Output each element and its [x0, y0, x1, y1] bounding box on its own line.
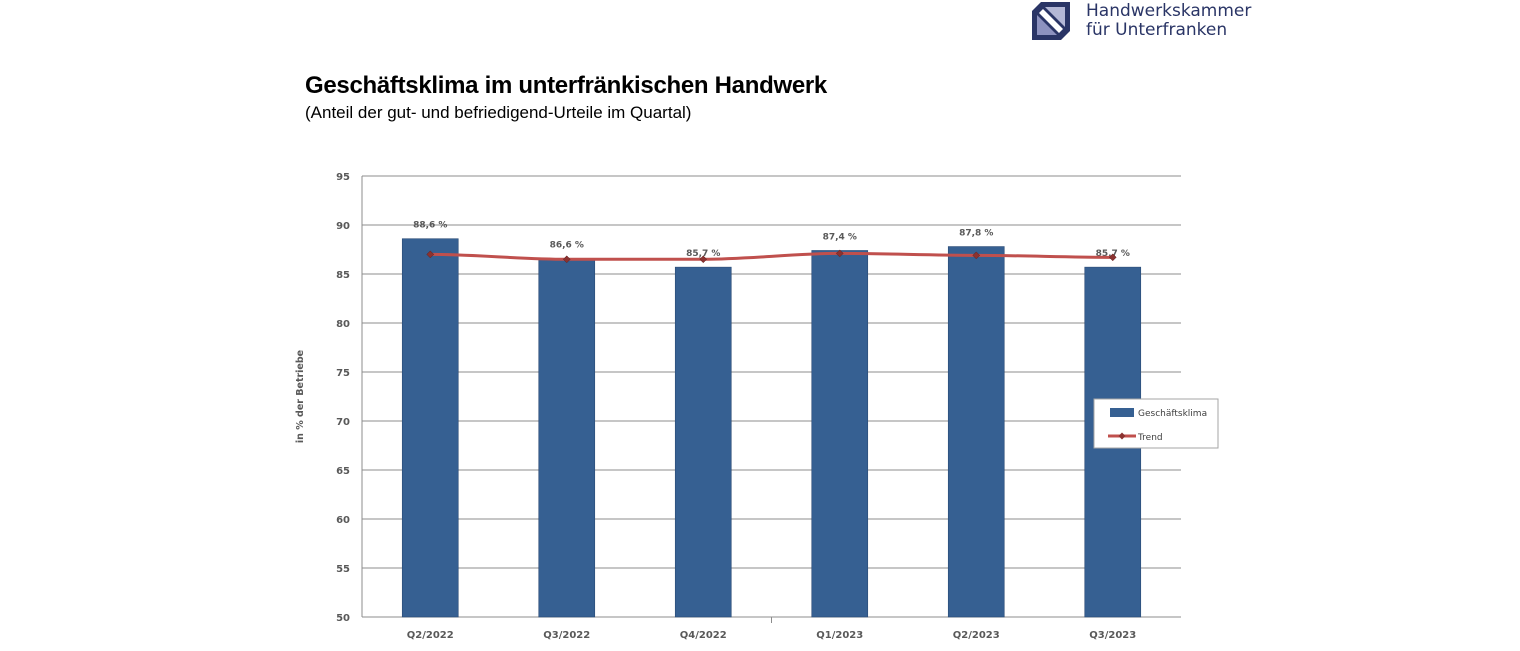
bar	[401, 238, 459, 618]
bar	[538, 258, 596, 618]
y-tick-label: 85	[336, 270, 350, 281]
y-tick-label: 60	[336, 515, 350, 526]
handwerkskammer-logo-icon	[1032, 2, 1070, 40]
chart-title: Geschäftsklima im unterfränkischen Handw…	[305, 72, 827, 99]
trend-line	[430, 251, 1113, 261]
trend-point	[1108, 253, 1117, 262]
legend-swatch-bar	[1110, 408, 1134, 417]
trend-point	[562, 255, 571, 264]
x-tick-label: Q1/2023	[816, 630, 863, 641]
legend-label-line: Trend	[1137, 433, 1163, 443]
y-tick-label: 65	[336, 466, 350, 477]
y-tick-label: 90	[336, 221, 350, 232]
y-tick-label: 80	[336, 319, 350, 330]
bar	[811, 250, 869, 618]
data-label: 86,6 %	[550, 240, 584, 250]
legend-label-bar: Geschäftsklima	[1138, 409, 1207, 419]
bar	[947, 246, 1005, 618]
logo-line-1: Handwerkskammer	[1086, 1, 1252, 21]
x-tick-label: Q3/2022	[543, 630, 590, 641]
legend-box	[1093, 398, 1219, 449]
y-tick-label: 50	[336, 613, 350, 624]
x-tick-label: Q4/2022	[680, 630, 727, 641]
bar	[674, 266, 732, 618]
data-label: 87,4 %	[823, 232, 857, 242]
x-tick-label: Q2/2023	[953, 630, 1000, 641]
trend-point	[699, 255, 708, 264]
y-tick-label: 55	[336, 564, 350, 575]
data-label: 85,7 %	[686, 249, 720, 259]
logo-text: Handwerkskammer für Unterfranken	[1086, 2, 1251, 40]
trend-point	[835, 249, 844, 258]
trend-point	[972, 251, 981, 260]
data-label: 87,8 %	[959, 229, 993, 239]
trend-point	[426, 250, 435, 259]
x-tick-label: Q3/2023	[1089, 630, 1136, 641]
data-label: 88,6 %	[413, 221, 447, 231]
logo: Handwerkskammer für Unterfranken	[1032, 2, 1251, 40]
x-tick-label: Q2/2022	[407, 630, 454, 641]
y-tick-label: 95	[336, 172, 350, 183]
y-tick-label: 75	[336, 368, 350, 379]
y-tick-label: 70	[336, 417, 350, 428]
y-axis-label: in % der Betriebe	[295, 350, 306, 443]
logo-line-2: für Unterfranken	[1086, 20, 1228, 40]
chart-subtitle: (Anteil der gut- und befriedigend-Urteil…	[305, 103, 692, 122]
legend-swatch-marker	[1118, 432, 1126, 440]
